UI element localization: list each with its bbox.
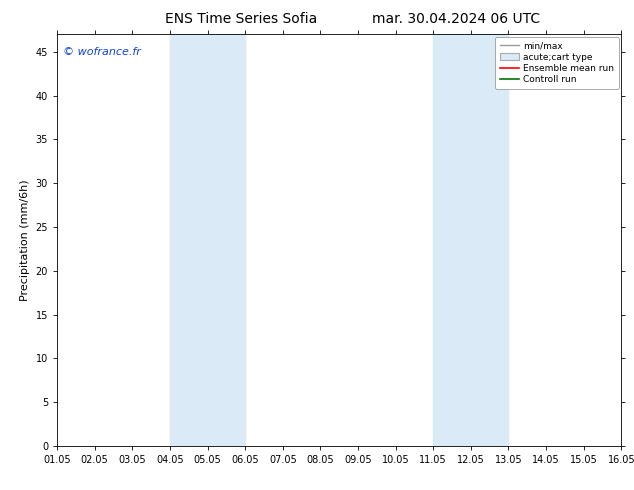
Text: mar. 30.04.2024 06 UTC: mar. 30.04.2024 06 UTC	[372, 12, 541, 26]
Text: © wofrance.fr: © wofrance.fr	[63, 47, 141, 57]
Bar	[170, 34, 207, 446]
Bar	[433, 34, 471, 446]
Legend: min/max, acute;cart type, Ensemble mean run, Controll run: min/max, acute;cart type, Ensemble mean …	[495, 37, 619, 89]
Bar	[207, 34, 245, 446]
Bar	[471, 34, 508, 446]
Text: ENS Time Series Sofia: ENS Time Series Sofia	[165, 12, 317, 26]
Y-axis label: Precipitation (mm/6h): Precipitation (mm/6h)	[20, 179, 30, 301]
